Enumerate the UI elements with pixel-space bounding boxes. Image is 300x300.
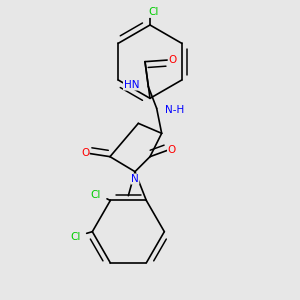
Text: O: O [168,55,176,65]
Text: N-H: N-H [165,105,184,115]
Text: Cl: Cl [91,190,101,200]
Text: N: N [131,174,139,184]
Text: Cl: Cl [70,232,81,242]
Text: HN: HN [124,80,139,90]
Text: O: O [167,145,176,155]
Text: O: O [81,148,89,158]
Text: Cl: Cl [148,7,158,17]
